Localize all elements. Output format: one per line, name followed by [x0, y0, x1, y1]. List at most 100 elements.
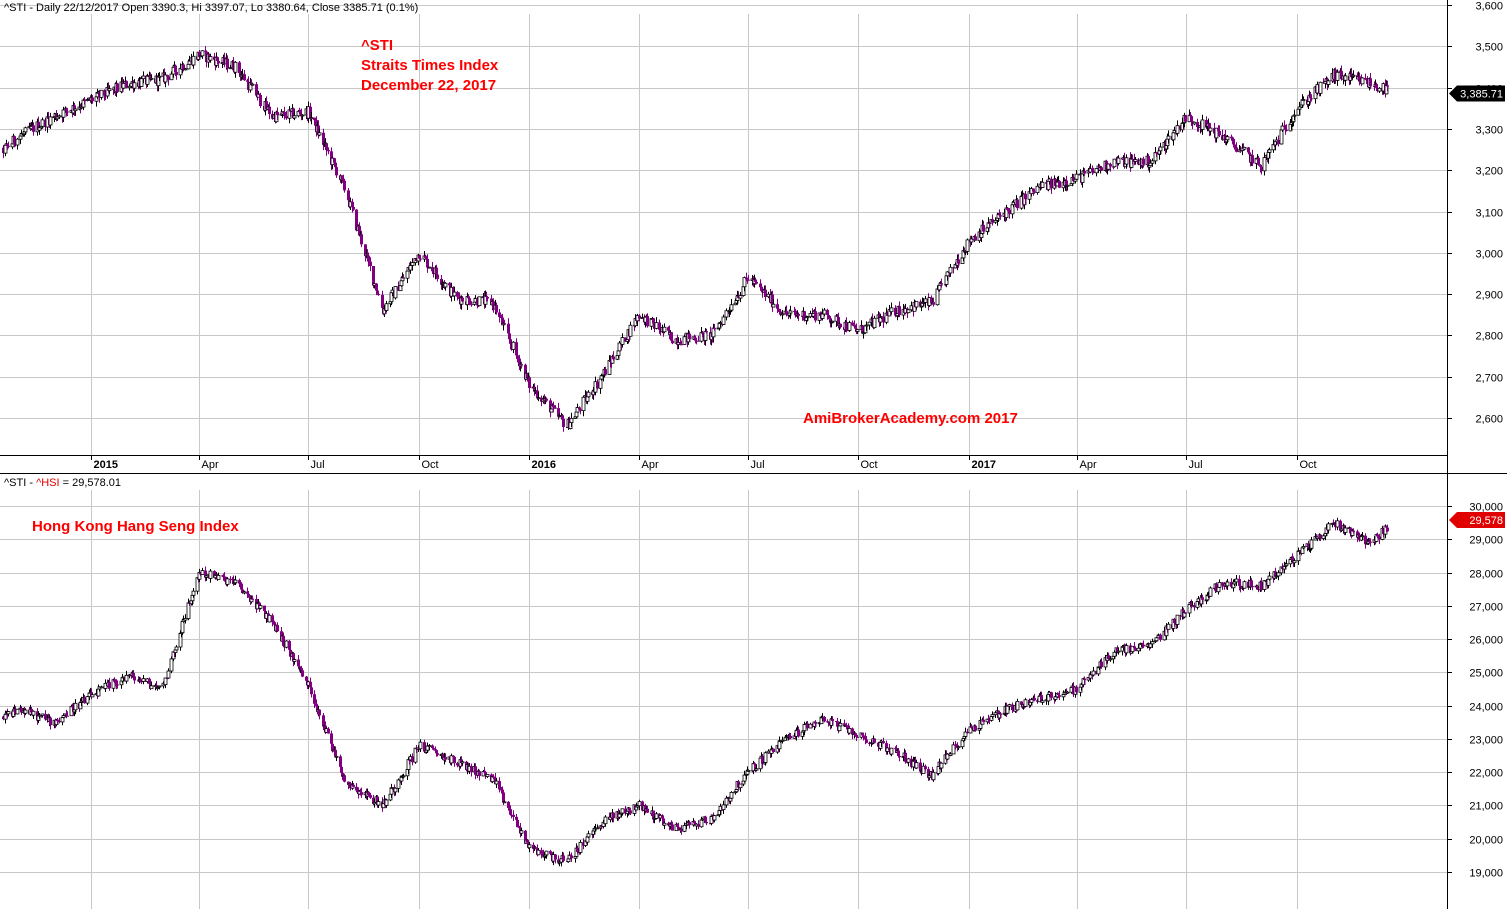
candle-body — [460, 761, 465, 764]
candle-body — [871, 318, 874, 322]
candle-body — [1386, 85, 1389, 87]
sti-date-annotation: December 22, 2017 — [361, 77, 496, 94]
hsi-price-tag: 29,578 — [1449, 512, 1505, 529]
candle-body — [217, 60, 220, 64]
candle-body — [1040, 695, 1043, 703]
candle-body — [317, 132, 322, 136]
candle-body — [676, 824, 679, 827]
candle-body — [652, 318, 655, 324]
candle-body — [511, 341, 516, 350]
candle-body — [282, 635, 285, 646]
candle-body — [188, 602, 191, 604]
candle-body — [509, 339, 512, 344]
candle-body — [1309, 95, 1312, 99]
candle-body — [966, 732, 969, 734]
candle-body — [534, 847, 537, 849]
candle-body — [327, 728, 330, 734]
candle-body — [1334, 523, 1337, 528]
candle-body — [628, 324, 633, 337]
candle-body — [670, 332, 673, 341]
candle-body — [133, 676, 136, 681]
candle-body — [676, 338, 679, 345]
candle-body — [342, 179, 345, 181]
candle-body — [289, 109, 292, 112]
candle-body — [629, 810, 632, 814]
candle-body — [865, 739, 868, 743]
candle-body — [697, 824, 700, 827]
candle-body — [335, 167, 338, 176]
candle-body — [939, 762, 944, 769]
candle-body — [864, 736, 867, 740]
candle-body — [969, 238, 974, 243]
candle-body — [141, 678, 146, 682]
candle-body — [1057, 693, 1060, 696]
candle-body — [1339, 520, 1342, 531]
candle-body — [14, 709, 17, 714]
candle-body — [334, 755, 339, 758]
watermark-annotation: AmiBrokerAcademy.com 2017 — [803, 410, 1018, 427]
candle-body — [1351, 74, 1356, 77]
candle-body — [1036, 700, 1039, 702]
candle-body — [216, 57, 219, 61]
candle-body — [375, 283, 378, 291]
candle-body — [271, 113, 274, 119]
candle-body — [562, 855, 565, 861]
candle-body — [641, 801, 644, 811]
candle-body — [882, 316, 885, 323]
candle-body — [376, 801, 381, 806]
candle-body — [1006, 208, 1009, 210]
candle-body — [2, 147, 5, 154]
candle-body — [819, 312, 822, 317]
candle-body — [322, 132, 325, 145]
candle-body — [1023, 699, 1028, 707]
candle-body — [1309, 539, 1314, 549]
candle-body — [456, 763, 459, 766]
candle-body — [492, 776, 495, 778]
candle-body — [507, 801, 510, 809]
candle-body — [693, 821, 696, 824]
candle-body — [1230, 136, 1233, 139]
candle-body — [1340, 71, 1343, 80]
candle-body — [205, 51, 208, 63]
candle-body — [746, 769, 751, 772]
candle-body — [432, 748, 435, 750]
candle-body — [174, 65, 177, 72]
candle-body — [313, 694, 316, 704]
candle-body — [116, 684, 119, 686]
candle-body — [794, 311, 797, 315]
candle-body — [836, 315, 839, 318]
candle-body — [536, 397, 541, 400]
candle-body — [1141, 643, 1144, 645]
candle-body — [600, 825, 603, 827]
candle-body — [415, 748, 418, 750]
candle-body — [213, 571, 216, 578]
candle-body — [1173, 619, 1176, 623]
candle-body — [999, 215, 1002, 217]
candle-body — [1007, 704, 1012, 707]
candle-body — [149, 77, 154, 80]
candle-body — [512, 814, 515, 817]
candle-body — [847, 728, 852, 734]
candle-body — [247, 81, 250, 90]
x-tick-label: Apr — [202, 459, 219, 471]
candle-body — [23, 709, 28, 714]
candle-body — [166, 677, 169, 679]
candle-body — [1274, 571, 1277, 577]
x-tick-label: Jul — [311, 459, 325, 471]
x-tick-label: Oct — [861, 459, 878, 471]
candle-body — [233, 579, 238, 584]
candle-body — [1147, 156, 1150, 168]
y-tick-label: 24,000 — [1469, 702, 1503, 714]
candle-body — [557, 408, 560, 417]
y-tick-label: 26,000 — [1469, 635, 1503, 647]
candle-body — [259, 94, 262, 107]
candlesticks — [2, 46, 1389, 867]
candle-body — [1190, 602, 1193, 607]
candle-body — [1375, 84, 1378, 88]
x-tick-label: 2016 — [532, 459, 556, 471]
candle-body — [658, 322, 661, 330]
candle-body — [518, 358, 521, 367]
candle-body — [888, 747, 891, 751]
candle-body — [358, 226, 361, 235]
candle-body — [57, 115, 62, 118]
